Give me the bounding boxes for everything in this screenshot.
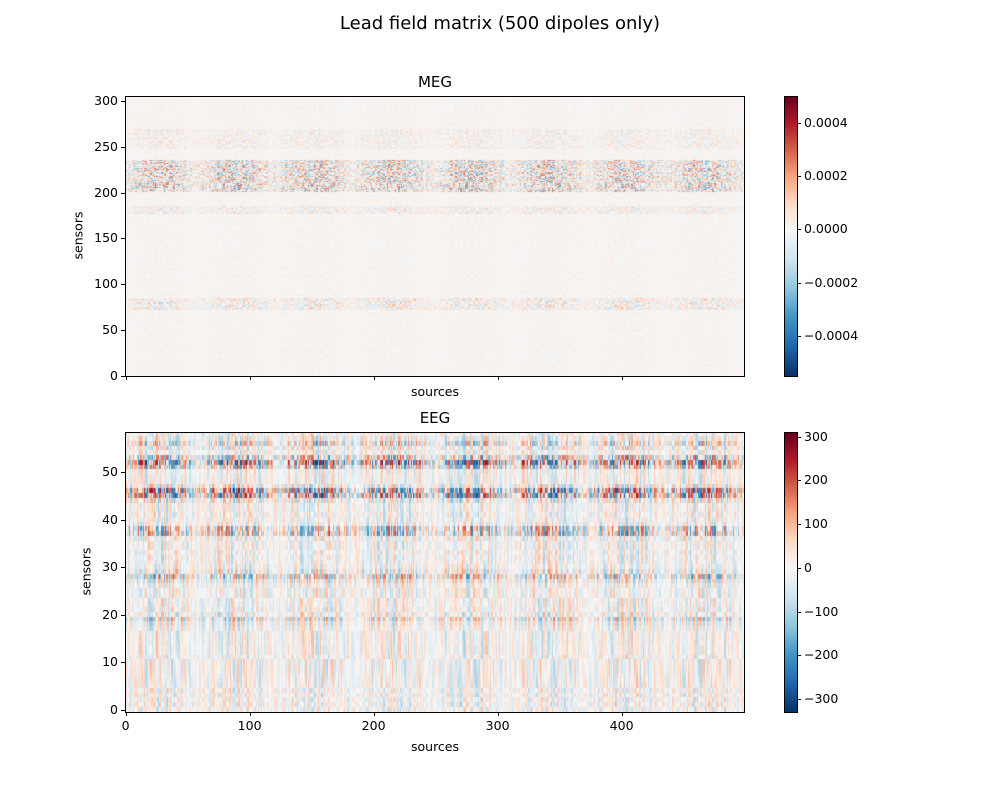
colorbar-tick <box>797 480 801 482</box>
colorbar-tick <box>797 282 801 284</box>
x-tick <box>249 712 251 716</box>
y-tick-label: 200 <box>94 184 118 200</box>
colorbar-tick <box>797 567 801 569</box>
colorbar-tick-label: −0.0002 <box>804 274 859 290</box>
colorbar-tick-label: 200 <box>804 472 828 488</box>
colorbar-tick-label: −100 <box>804 603 839 619</box>
y-tick <box>121 284 125 286</box>
y-tick-label: 150 <box>94 230 118 246</box>
colorbar-tick-label: 0.0000 <box>804 221 848 237</box>
y-tick <box>121 238 125 240</box>
colorbar-tick-label: −200 <box>804 647 839 663</box>
y-tick-label: 20 <box>102 606 118 622</box>
colorbar-tick-label: 0.0004 <box>804 114 848 130</box>
colorbar-tick <box>797 524 801 526</box>
y-tick <box>121 101 125 103</box>
figure-title: Lead field matrix (500 dipoles only) <box>339 13 661 34</box>
colorbar-tick <box>797 611 801 613</box>
y-tick-label: 50 <box>102 321 118 337</box>
y-tick <box>121 472 125 474</box>
y-tick-label: 30 <box>102 559 118 575</box>
x-tick <box>249 376 251 380</box>
colorbar-tick <box>797 122 801 124</box>
y-tick <box>121 662 125 664</box>
y-tick-label: 10 <box>102 654 118 670</box>
y-tick-label: 0 <box>110 701 118 717</box>
x-tick-label: 200 <box>361 718 386 733</box>
colorbar-tick-label: 300 <box>804 428 828 444</box>
x-tick-label: 400 <box>609 718 634 733</box>
x-tick <box>621 712 623 716</box>
colorbar-tick-label: 0 <box>804 559 812 575</box>
meg-colorbar-frame <box>784 96 798 377</box>
colorbar-tick <box>797 336 801 337</box>
y-tick <box>121 614 125 616</box>
y-tick-label: 300 <box>94 93 118 109</box>
colorbar-tick-label: 0.0002 <box>804 168 848 183</box>
colorbar-tick <box>797 436 801 438</box>
meg-heatmap <box>125 96 745 376</box>
meg-title: MEG <box>417 73 453 91</box>
x-tick <box>497 712 499 716</box>
colorbar-tick <box>797 176 801 177</box>
eeg-axes-frame <box>125 432 745 713</box>
colorbar-tick <box>797 229 801 231</box>
colorbar-tick <box>797 698 801 700</box>
eeg-title: EEG <box>419 409 451 427</box>
x-tick <box>373 712 375 716</box>
colorbar-tick <box>797 655 801 657</box>
eeg-heatmap <box>125 432 745 712</box>
y-tick <box>121 192 125 194</box>
eeg-colorbar-frame <box>784 432 798 713</box>
y-tick <box>121 709 125 711</box>
x-tick-label: 100 <box>237 718 262 733</box>
meg-xlabel: sources <box>410 384 460 399</box>
y-tick <box>121 375 125 377</box>
y-tick <box>121 146 125 148</box>
y-tick-label: 250 <box>94 138 118 154</box>
y-tick-label: 0 <box>110 367 118 383</box>
y-tick <box>121 329 125 331</box>
y-tick-label: 50 <box>102 464 118 480</box>
x-tick-label: 300 <box>485 718 510 733</box>
colorbar-tick-label: −300 <box>804 690 839 706</box>
meg-colorbar <box>785 96 797 376</box>
x-tick <box>373 376 375 380</box>
colorbar-tick-label: −0.0004 <box>804 328 859 343</box>
x-tick <box>497 376 499 380</box>
y-tick <box>121 519 125 521</box>
y-tick-label: 40 <box>102 511 118 527</box>
eeg-xlabel: sources <box>410 739 460 754</box>
eeg-colorbar <box>785 432 797 712</box>
x-tick <box>621 376 623 380</box>
meg-axes-frame <box>125 96 745 377</box>
y-tick <box>121 567 125 569</box>
x-tick <box>125 712 127 716</box>
x-tick <box>125 376 127 380</box>
y-tick-label: 100 <box>94 276 118 292</box>
x-tick-label: 0 <box>121 718 130 733</box>
colorbar-tick-label: 100 <box>804 516 828 532</box>
